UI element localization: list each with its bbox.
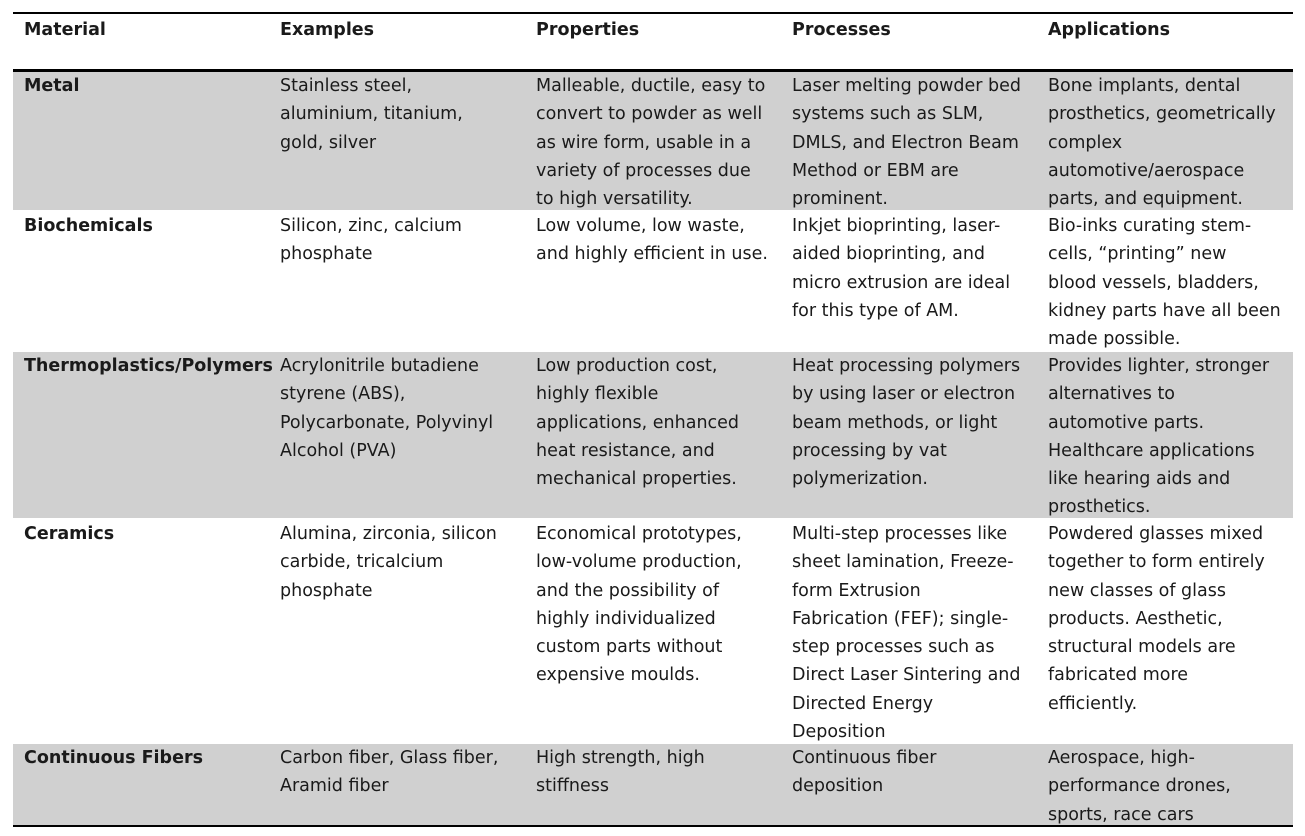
row-material: Thermoplastics/Polymers [24,356,273,376]
row-material: Biochemicals [24,216,153,236]
row-processes: Laser melting powder bed systems such as… [792,76,1022,210]
row-material: Continuous Fibers [24,748,203,768]
row-applications: Bio-inks curating stem- cells, “printing… [1048,216,1281,350]
table-row: Metal Stainless steel, aluminium, titani… [13,72,1293,210]
row-applications: Aerospace, high- performance drones, spo… [1048,748,1231,825]
row-processes: Inkjet bioprinting, laser- aided bioprin… [792,216,1011,321]
row-examples: Acrylonitrile butadiene styrene (ABS), P… [280,356,494,461]
row-examples: Silicon, zinc, calcium phosphate [280,216,462,265]
table-top-rule [13,12,1293,14]
row-processes: Continuous fiber deposition [792,748,937,797]
header-material: Material [24,20,106,40]
table-row: Thermoplastics/Polymers Acrylonitrile bu… [13,352,1293,518]
row-examples: Stainless steel, aluminium, titanium, go… [280,76,463,153]
row-applications: Powdered glasses mixed together to form … [1048,524,1265,714]
row-properties: Economical prototypes, low-volume produc… [536,524,742,686]
row-properties: Malleable, ductile, easy to convert to p… [536,76,766,210]
row-properties: Low volume, low waste, and highly effici… [536,216,768,265]
row-examples: Alumina, zirconia, silicon carbide, tric… [280,524,497,601]
table-row: Continuous Fibers Carbon fiber, Glass fi… [13,744,1293,825]
row-properties: Low production cost, highly flexible app… [536,356,740,490]
row-processes: Multi-step processes like sheet laminati… [792,524,1021,743]
row-properties: High strength, high stiffness [536,748,705,797]
row-applications: Provides lighter, stronger alternatives … [1048,356,1270,518]
header-applications: Applications [1048,20,1171,40]
header-properties: Properties [536,20,640,40]
row-material: Ceramics [24,524,115,544]
header-processes: Processes [792,20,891,40]
table-header-row: Material Examples Properties Processes A… [13,16,1293,69]
table-row: Ceramics Alumina, zirconia, silicon carb… [13,520,1293,743]
row-material: Metal [24,76,80,96]
table-bottom-rule [13,825,1293,827]
table-row: Biochemicals Silicon, zinc, calcium phos… [13,212,1293,351]
row-examples: Carbon fiber, Glass fiber, Aramid fiber [280,748,499,797]
header-examples: Examples [280,20,375,40]
table-header-rule [13,69,1293,72]
row-processes: Heat processing polymers by using laser … [792,356,1021,490]
row-applications: Bone implants, dental prosthetics, geome… [1048,76,1276,210]
